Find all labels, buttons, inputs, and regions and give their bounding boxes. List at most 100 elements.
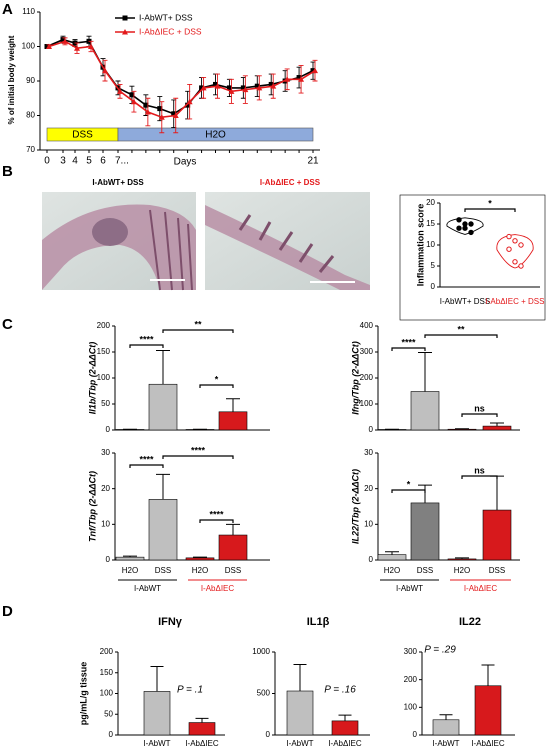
point (240, 85, 246, 91)
error-bar (418, 484, 432, 503)
point (46, 43, 52, 49)
point (130, 98, 137, 105)
x-tick-label: H2O (454, 566, 470, 575)
bar (447, 558, 477, 561)
bar (377, 554, 407, 561)
point (158, 114, 165, 120)
y-tick-label: 30 (101, 448, 110, 457)
significance-bracket (129, 464, 164, 468)
y-tick-label: 110 (22, 7, 35, 16)
bar (188, 722, 216, 736)
y-tick-label: 30 (364, 448, 373, 457)
histology-image (42, 192, 196, 291)
y-axis-label: Ifng/Tbp (2-ΔΔCt) (350, 341, 360, 415)
y-tick-label: 0 (106, 425, 111, 434)
bar (185, 557, 215, 561)
y-tick-label: 90 (26, 76, 35, 85)
significance-bracket (391, 489, 426, 493)
point (186, 98, 193, 105)
histology-image (205, 192, 370, 290)
y-tick-label: 10 (101, 519, 110, 528)
error-bar (385, 551, 399, 555)
y-tick-label: 15 (426, 219, 435, 228)
point (506, 233, 512, 240)
p-value: P = .1 (177, 685, 203, 696)
chart-title: IFNγ (158, 616, 183, 628)
y-tick-label: 70 (26, 145, 35, 154)
point (518, 263, 524, 269)
significance-bracket (199, 519, 234, 523)
point (88, 43, 94, 49)
significance-bracket (461, 413, 498, 417)
panel-label: D (2, 603, 13, 620)
bar (115, 429, 145, 431)
y-tick-label: 500 (257, 689, 271, 698)
y-tick-label: 20 (364, 484, 373, 493)
point (102, 67, 108, 74)
x-tick-label: 0 (44, 156, 50, 167)
legend-label: I-AbΔIEC + DSS (139, 26, 202, 36)
bar (474, 685, 502, 736)
y-axis-label: Inflammation score (415, 204, 425, 287)
bar (410, 391, 440, 431)
x-tick-label: I-AbΔIEC (471, 739, 505, 748)
bar (410, 502, 440, 561)
x-tick-label: H2O (192, 566, 208, 575)
y-tick-label: 100 (100, 689, 114, 698)
error-bar (293, 663, 307, 692)
point (312, 67, 318, 74)
bar (447, 428, 477, 431)
group-label: I-AbWT (134, 584, 161, 593)
y-tick-label: 150 (100, 668, 114, 677)
bar (148, 383, 178, 431)
x-tick-label: DSS (155, 566, 171, 575)
significance-label: ** (457, 324, 465, 334)
error-bar (490, 475, 504, 511)
point (242, 86, 249, 93)
error-bar (338, 714, 352, 721)
error-bar (481, 664, 495, 686)
x-axis-label: Days (174, 157, 197, 168)
y-tick-label: 200 (404, 675, 418, 684)
x-tick-label: 21 (307, 156, 319, 167)
y-tick-label: 0 (369, 425, 374, 434)
error-bar (439, 714, 453, 720)
x-tick-label: I-AbWT+ DSS (440, 297, 490, 306)
point (256, 84, 263, 91)
x-tick-label: 7... (115, 156, 129, 167)
image-caption: I-AbΔIEC + DSS (260, 178, 321, 187)
y-tick-label: 200 (100, 647, 114, 656)
y-tick-label: 50 (104, 709, 113, 718)
y-tick-label: 200 (97, 321, 111, 330)
panel-label: C (2, 316, 13, 333)
y-tick-label: 0 (109, 730, 114, 739)
point (506, 246, 512, 252)
phase-label: H2O (205, 130, 226, 141)
x-tick-label: 4 (72, 156, 78, 167)
bar (331, 720, 359, 736)
significance-bracket (461, 475, 498, 479)
error-bar (490, 422, 504, 427)
point (199, 85, 205, 91)
point (62, 38, 68, 44)
error-bar (156, 349, 170, 385)
x-tick-label: I-AbWT (432, 739, 459, 748)
significance-bracket (162, 329, 234, 333)
y-tick-label: 0 (431, 282, 436, 291)
error-bar (226, 398, 240, 412)
x-tick-label: 3 (60, 156, 66, 167)
x-tick-label: I-AbΔIEC (185, 739, 219, 748)
group-label: I-AbWT (396, 584, 423, 593)
bar (432, 719, 460, 736)
significance-bracket (162, 455, 234, 459)
point (468, 221, 474, 227)
point (185, 102, 191, 108)
point (200, 84, 207, 91)
point (468, 229, 474, 236)
bar (482, 509, 512, 561)
plot-frame (399, 194, 546, 321)
point (518, 242, 524, 248)
y-tick-label: 50 (101, 399, 110, 408)
error-bar (150, 666, 164, 692)
point (298, 76, 305, 82)
